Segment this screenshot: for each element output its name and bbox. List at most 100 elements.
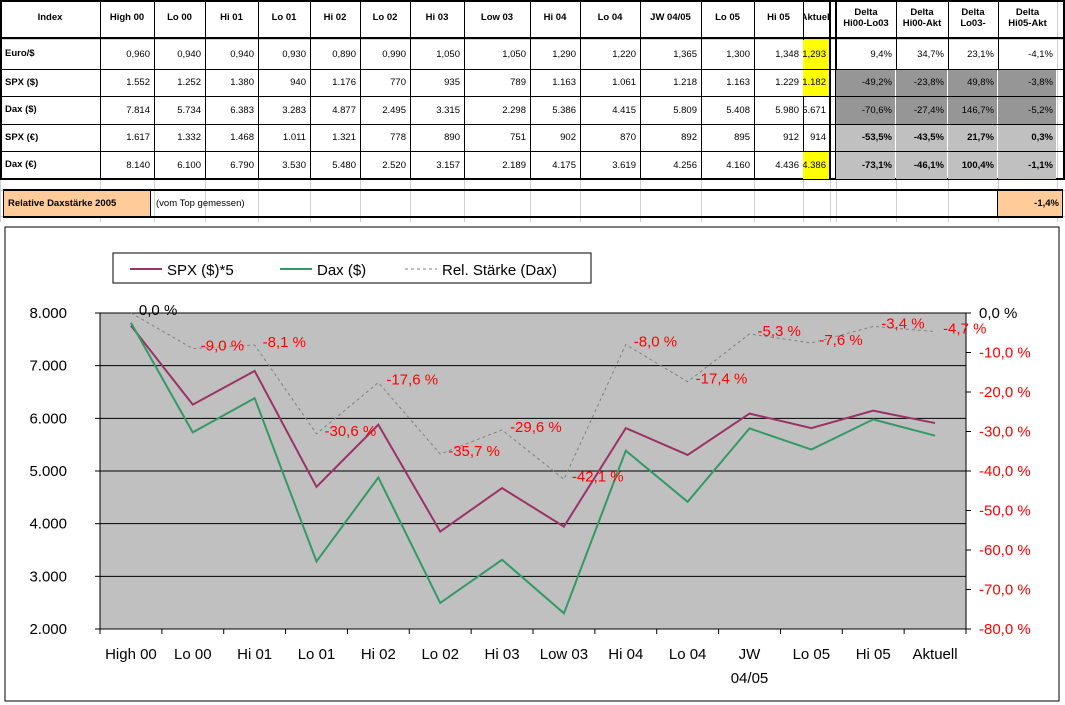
table-cell[interactable]: 2.495: [382, 104, 406, 116]
table-cell[interactable]: 3.315: [436, 104, 460, 116]
column-header-7[interactable]: Hi 03: [425, 12, 449, 24]
table-cell[interactable]: 0,930: [282, 48, 306, 60]
table-cell[interactable]: 0,940: [230, 48, 254, 60]
column-header-10[interactable]: Lo 04: [597, 12, 623, 24]
delta-header-3[interactable]: Delta Lo03-: [948, 0, 998, 36]
table-cell[interactable]: 789: [510, 77, 526, 89]
delta-cell[interactable]: 0,3%: [998, 125, 1056, 151]
table-cell[interactable]: 1,365: [673, 48, 697, 60]
delta-cell[interactable]: -73,1%: [836, 152, 895, 179]
table-cell[interactable]: 1.011: [282, 132, 306, 144]
table-cell[interactable]: 1.163: [726, 77, 750, 89]
delta-cell[interactable]: 146,7%: [948, 97, 997, 124]
table-cell[interactable]: 1.332: [177, 132, 201, 144]
table-cell[interactable]: 3.157: [436, 159, 460, 171]
table-cell[interactable]: 1.061: [612, 77, 636, 89]
table-cell[interactable]: 1,290: [552, 48, 576, 60]
table-cell[interactable]: 2.189: [502, 159, 526, 171]
table-cell[interactable]: 0,990: [382, 48, 406, 60]
column-header-11[interactable]: JW 04/05: [650, 12, 691, 24]
table-cell[interactable]: 4.160: [726, 159, 750, 171]
table-cell[interactable]: 895: [734, 132, 750, 144]
delta-cell[interactable]: -5,2%: [998, 97, 1056, 124]
table-cell[interactable]: 5.480: [332, 159, 356, 171]
delta-cell[interactable]: -4,1%: [1028, 48, 1053, 60]
table-cell[interactable]: 0,960: [126, 48, 150, 60]
delta-cell[interactable]: 34,7%: [917, 48, 944, 60]
table-cell[interactable]: 5.671: [803, 104, 826, 116]
row-label-4[interactable]: Dax (€): [5, 159, 37, 171]
delta-cell[interactable]: 100,4%: [948, 152, 997, 179]
column-header-9[interactable]: Hi 04: [543, 12, 567, 24]
table-cell[interactable]: 1.468: [230, 132, 254, 144]
table-cell[interactable]: 912: [783, 132, 799, 144]
table-cell[interactable]: 1,300: [726, 48, 750, 60]
table-cell[interactable]: 1.321: [332, 132, 356, 144]
relative-strength-note[interactable]: (vom Top gemessen): [156, 197, 245, 209]
row-label-3[interactable]: SPX (€): [5, 131, 39, 143]
table-cell[interactable]: 4.436: [775, 159, 799, 171]
table-cell[interactable]: 1.229: [775, 77, 799, 89]
table-cell[interactable]: 1.252: [177, 77, 201, 89]
table-cell[interactable]: 1,050: [502, 48, 526, 60]
column-header-5[interactable]: Hi 02: [323, 12, 347, 24]
table-cell[interactable]: 1.552: [126, 77, 150, 89]
column-header-8[interactable]: Low 03: [480, 12, 514, 24]
delta-cell[interactable]: 49,8%: [948, 70, 997, 96]
table-cell[interactable]: 4.256: [673, 159, 697, 171]
table-cell[interactable]: 1,220: [612, 48, 636, 60]
table-cell[interactable]: 4.175: [552, 159, 576, 171]
table-cell[interactable]: 2.298: [502, 104, 526, 116]
table-cell[interactable]: 935: [444, 77, 460, 89]
table-cell[interactable]: 3.283: [282, 104, 306, 116]
delta-cell[interactable]: -1,1%: [998, 152, 1056, 179]
column-header-14[interactable]: Aktuell: [803, 12, 830, 24]
table-cell[interactable]: 4.386: [803, 152, 829, 179]
table-cell[interactable]: 751: [510, 132, 526, 144]
delta-header-2[interactable]: Delta Hi00-Akt: [896, 0, 948, 36]
delta-cell[interactable]: -53,5%: [836, 125, 895, 151]
column-header-4[interactable]: Lo 01: [271, 12, 297, 24]
column-header-1[interactable]: High 00: [109, 12, 145, 24]
delta-cell[interactable]: -49,2%: [836, 70, 895, 96]
table-cell[interactable]: 1.182: [803, 70, 829, 96]
delta-header-1[interactable]: Delta Hi00-Lo03: [836, 0, 896, 36]
table-cell[interactable]: 1.218: [673, 77, 697, 89]
table-cell[interactable]: 890: [444, 132, 460, 144]
delta-cell[interactable]: -70,6%: [836, 97, 895, 124]
table-cell[interactable]: 0,890: [332, 48, 356, 60]
table-cell[interactable]: 0,940: [177, 48, 201, 60]
table-cell[interactable]: 870: [620, 132, 636, 144]
delta-cell[interactable]: -43,5%: [896, 125, 947, 151]
delta-cell[interactable]: -3,8%: [998, 70, 1056, 96]
column-header-3[interactable]: Hi 01: [220, 12, 243, 24]
delta-cell[interactable]: 23,1%: [967, 48, 994, 60]
table-cell[interactable]: 5.980: [775, 104, 799, 116]
table-cell[interactable]: 3.619: [612, 159, 636, 171]
column-header-13[interactable]: Hi 05: [767, 12, 790, 24]
table-cell[interactable]: 892: [681, 132, 697, 144]
delta-cell[interactable]: -46,1%: [896, 152, 947, 179]
delta-cell[interactable]: -23,8%: [896, 70, 947, 96]
table-cell[interactable]: 7.814: [126, 104, 150, 116]
table-cell[interactable]: 940: [290, 77, 306, 89]
table-cell[interactable]: 5.734: [177, 104, 201, 116]
table-cell[interactable]: 902: [560, 132, 576, 144]
column-header-12[interactable]: Lo 05: [715, 12, 740, 24]
table-cell[interactable]: 6.383: [230, 104, 254, 116]
table-cell[interactable]: 770: [390, 77, 406, 89]
table-cell[interactable]: 1,050: [436, 48, 460, 60]
table-cell[interactable]: 4.415: [612, 104, 636, 116]
relative-strength-value[interactable]: -1,4%: [998, 191, 1062, 216]
table-cell[interactable]: 3.530: [282, 159, 306, 171]
table-cell[interactable]: 6.100: [177, 159, 201, 171]
index-header[interactable]: Index: [37, 12, 63, 24]
delta-header-4[interactable]: Delta Hi05-Akt: [998, 0, 1057, 36]
table-cell[interactable]: 2.520: [382, 159, 406, 171]
table-cell[interactable]: 4.877: [332, 104, 356, 116]
table-cell[interactable]: 1.380: [230, 77, 254, 89]
table-cell[interactable]: 914: [810, 132, 826, 144]
table-cell[interactable]: 1.163: [552, 77, 576, 89]
column-header-2[interactable]: Lo 00: [167, 12, 192, 24]
row-label-1[interactable]: SPX ($): [5, 76, 39, 88]
